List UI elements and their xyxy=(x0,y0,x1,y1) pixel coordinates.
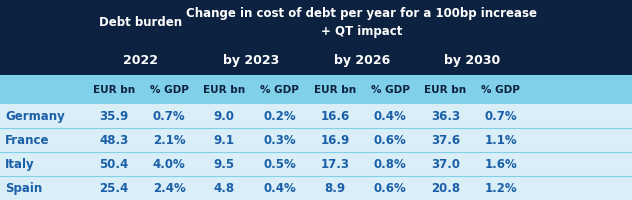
Text: 9.0: 9.0 xyxy=(214,110,235,122)
Text: 48.3: 48.3 xyxy=(99,134,128,146)
Text: 0.4%: 0.4% xyxy=(374,110,406,122)
Text: 0.3%: 0.3% xyxy=(264,134,296,146)
Text: 0.8%: 0.8% xyxy=(374,158,406,170)
Text: Change in cost of debt per year for a 100bp increase: Change in cost of debt per year for a 10… xyxy=(186,7,537,20)
Bar xyxy=(0,0,632,44)
Text: % GDP: % GDP xyxy=(482,85,520,95)
Text: 50.4: 50.4 xyxy=(99,158,128,170)
Text: 0.4%: 0.4% xyxy=(264,182,296,194)
Text: 17.3: 17.3 xyxy=(320,158,349,170)
Text: 35.9: 35.9 xyxy=(99,110,128,122)
Text: 4.0%: 4.0% xyxy=(153,158,185,170)
Text: by 2030: by 2030 xyxy=(444,54,501,66)
Bar xyxy=(0,152,632,176)
Text: 9.1: 9.1 xyxy=(214,134,235,146)
Text: % GDP: % GDP xyxy=(260,85,299,95)
Text: 9.5: 9.5 xyxy=(214,158,235,170)
Text: 0.5%: 0.5% xyxy=(264,158,296,170)
Text: 1.2%: 1.2% xyxy=(485,182,517,194)
Text: 20.8: 20.8 xyxy=(431,182,460,194)
Text: EUR bn: EUR bn xyxy=(314,85,356,95)
Text: 8.9: 8.9 xyxy=(324,182,346,194)
Text: 0.6%: 0.6% xyxy=(374,182,406,194)
Text: % GDP: % GDP xyxy=(150,85,188,95)
Bar xyxy=(0,44,632,76)
Text: 0.7%: 0.7% xyxy=(485,110,517,122)
Text: 0.2%: 0.2% xyxy=(264,110,296,122)
Text: EUR bn: EUR bn xyxy=(204,85,245,95)
Text: 0.7%: 0.7% xyxy=(153,110,185,122)
Text: 1.6%: 1.6% xyxy=(485,158,517,170)
Text: 2022: 2022 xyxy=(123,54,158,66)
Text: Germany: Germany xyxy=(5,110,65,122)
Bar xyxy=(0,176,632,200)
Text: by 2023: by 2023 xyxy=(223,54,279,66)
Text: 2.1%: 2.1% xyxy=(153,134,185,146)
Text: France: France xyxy=(5,134,49,146)
Text: by 2026: by 2026 xyxy=(334,54,390,66)
Text: EUR bn: EUR bn xyxy=(93,85,135,95)
Text: 4.8: 4.8 xyxy=(214,182,235,194)
Text: 25.4: 25.4 xyxy=(99,182,128,194)
Text: + QT impact: + QT impact xyxy=(321,25,403,38)
Text: Italy: Italy xyxy=(5,158,35,170)
Text: 36.3: 36.3 xyxy=(431,110,460,122)
Text: 1.1%: 1.1% xyxy=(485,134,517,146)
Bar xyxy=(0,104,632,128)
Text: % GDP: % GDP xyxy=(371,85,410,95)
Text: 37.6: 37.6 xyxy=(431,134,460,146)
Text: 2.4%: 2.4% xyxy=(153,182,185,194)
Text: EUR bn: EUR bn xyxy=(425,85,466,95)
Text: 37.0: 37.0 xyxy=(431,158,460,170)
Text: 16.6: 16.6 xyxy=(320,110,349,122)
Text: Spain: Spain xyxy=(5,182,42,194)
Text: Debt burden: Debt burden xyxy=(99,16,182,28)
Text: 0.6%: 0.6% xyxy=(374,134,406,146)
Bar xyxy=(0,76,632,104)
Bar xyxy=(0,128,632,152)
Text: 16.9: 16.9 xyxy=(320,134,349,146)
